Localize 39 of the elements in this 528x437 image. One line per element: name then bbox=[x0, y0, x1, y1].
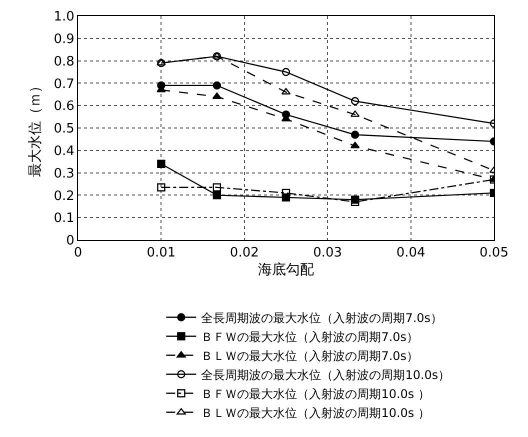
legend-label: ＢＦＷの最大水位（入射波の周期10.0s ） bbox=[201, 386, 430, 401]
point bbox=[350, 130, 360, 139]
legend-label: ＢＦＷの最大水位（入射波の周期7.0s） bbox=[201, 330, 419, 344]
point bbox=[157, 58, 166, 68]
point bbox=[212, 191, 222, 200]
point bbox=[212, 81, 222, 90]
y-tick-label: 0.5 bbox=[54, 122, 74, 137]
y-tick-label: 0.1 bbox=[54, 211, 74, 226]
point bbox=[350, 110, 360, 117]
y-tick-label: 0.3 bbox=[54, 166, 74, 182]
x-tick-label: 0.05 bbox=[480, 246, 508, 261]
point bbox=[212, 183, 222, 192]
y-tick-label: 0.7 bbox=[54, 76, 74, 92]
legend-label: 全長周期波の最大水位（入射波の周期7.0s） bbox=[201, 310, 443, 325]
legend-label: ＢＬＷの最大水位（入射波の周期7.0s） bbox=[201, 348, 419, 363]
x-axis-title: 海底勾配 bbox=[258, 262, 314, 278]
point bbox=[282, 188, 290, 198]
y-tick-label: 0.4 bbox=[54, 144, 74, 159]
point bbox=[156, 58, 166, 66]
y-tick-label: 0.2 bbox=[54, 188, 74, 204]
y-tick-label: 0.9 bbox=[54, 32, 74, 47]
x-tick-label: 0.02 bbox=[230, 246, 259, 261]
point bbox=[350, 198, 360, 206]
y-tick-label: 0.8 bbox=[54, 54, 74, 70]
y-tick-label: 0.6 bbox=[54, 99, 74, 114]
legend-label: 全長周期波の最大水位（入射波の周期10.0s） bbox=[201, 368, 450, 382]
x-tick-label: 0.03 bbox=[313, 246, 342, 261]
x-tick-label: 0.01 bbox=[146, 246, 176, 261]
point bbox=[350, 142, 360, 148]
point bbox=[281, 88, 291, 95]
y-axis-title: 最大水位（ｍ） bbox=[27, 79, 44, 177]
point bbox=[157, 160, 166, 168]
point bbox=[282, 68, 290, 76]
y-tick-label: 1.0 bbox=[54, 10, 74, 25]
point bbox=[350, 97, 360, 106]
point bbox=[157, 183, 166, 192]
x-tick-label: 0.04 bbox=[396, 246, 426, 261]
y-tick-label: 0 bbox=[66, 234, 74, 249]
legend-label: ＢＬＷの最大水位（入射波の周期10.0s ） bbox=[201, 406, 430, 420]
